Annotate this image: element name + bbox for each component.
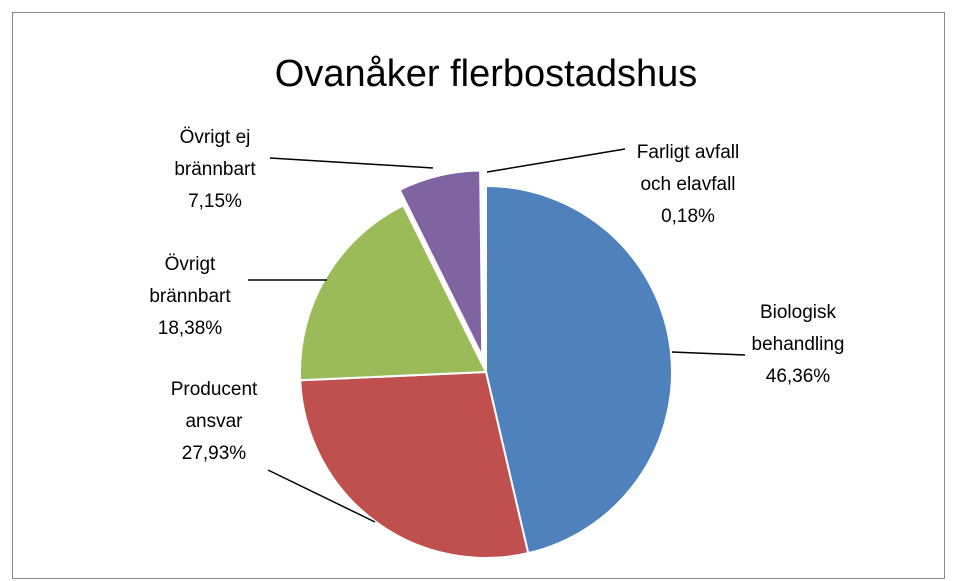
pie-slice <box>299 204 488 382</box>
data-label: Övrigt ej brännbart 7,15% <box>174 127 256 212</box>
label-line: Biologisk <box>760 302 837 323</box>
label-value: 0,18% <box>661 206 715 227</box>
leader-line <box>269 157 434 169</box>
chart-title: Ovanåker flerbostadshus <box>275 53 697 95</box>
label-value: 46,36% <box>766 366 831 387</box>
label-line: brännbart <box>149 286 231 307</box>
label-line: Producent <box>171 379 258 400</box>
label-value: 27,93% <box>182 443 247 464</box>
pie-slice <box>485 184 673 555</box>
label-line: ansvar <box>185 411 243 432</box>
data-label: Övrigt brännbart 18,38% <box>149 254 231 339</box>
data-label: Producent ansvar 27,93% <box>171 379 258 464</box>
leader-line <box>671 351 746 356</box>
data-label: Farligt avfall och elavfall 0,18% <box>637 142 739 227</box>
pie-slice <box>482 184 487 373</box>
label-line: Farligt avfall <box>637 142 739 163</box>
label-line: behandling <box>752 334 845 355</box>
label-value: 7,15% <box>188 191 242 212</box>
pie-slice <box>299 370 530 559</box>
label-value: 18,38% <box>158 318 223 339</box>
pie-slice <box>398 169 484 357</box>
data-label: Biologisk behandling 46,36% <box>752 302 845 387</box>
label-line: Övrigt <box>165 254 216 275</box>
label-line: brännbart <box>174 159 256 180</box>
leader-line <box>486 148 626 173</box>
leader-line <box>267 469 376 523</box>
label-line: Övrigt ej <box>180 127 251 148</box>
label-line: och elavfall <box>640 174 735 195</box>
